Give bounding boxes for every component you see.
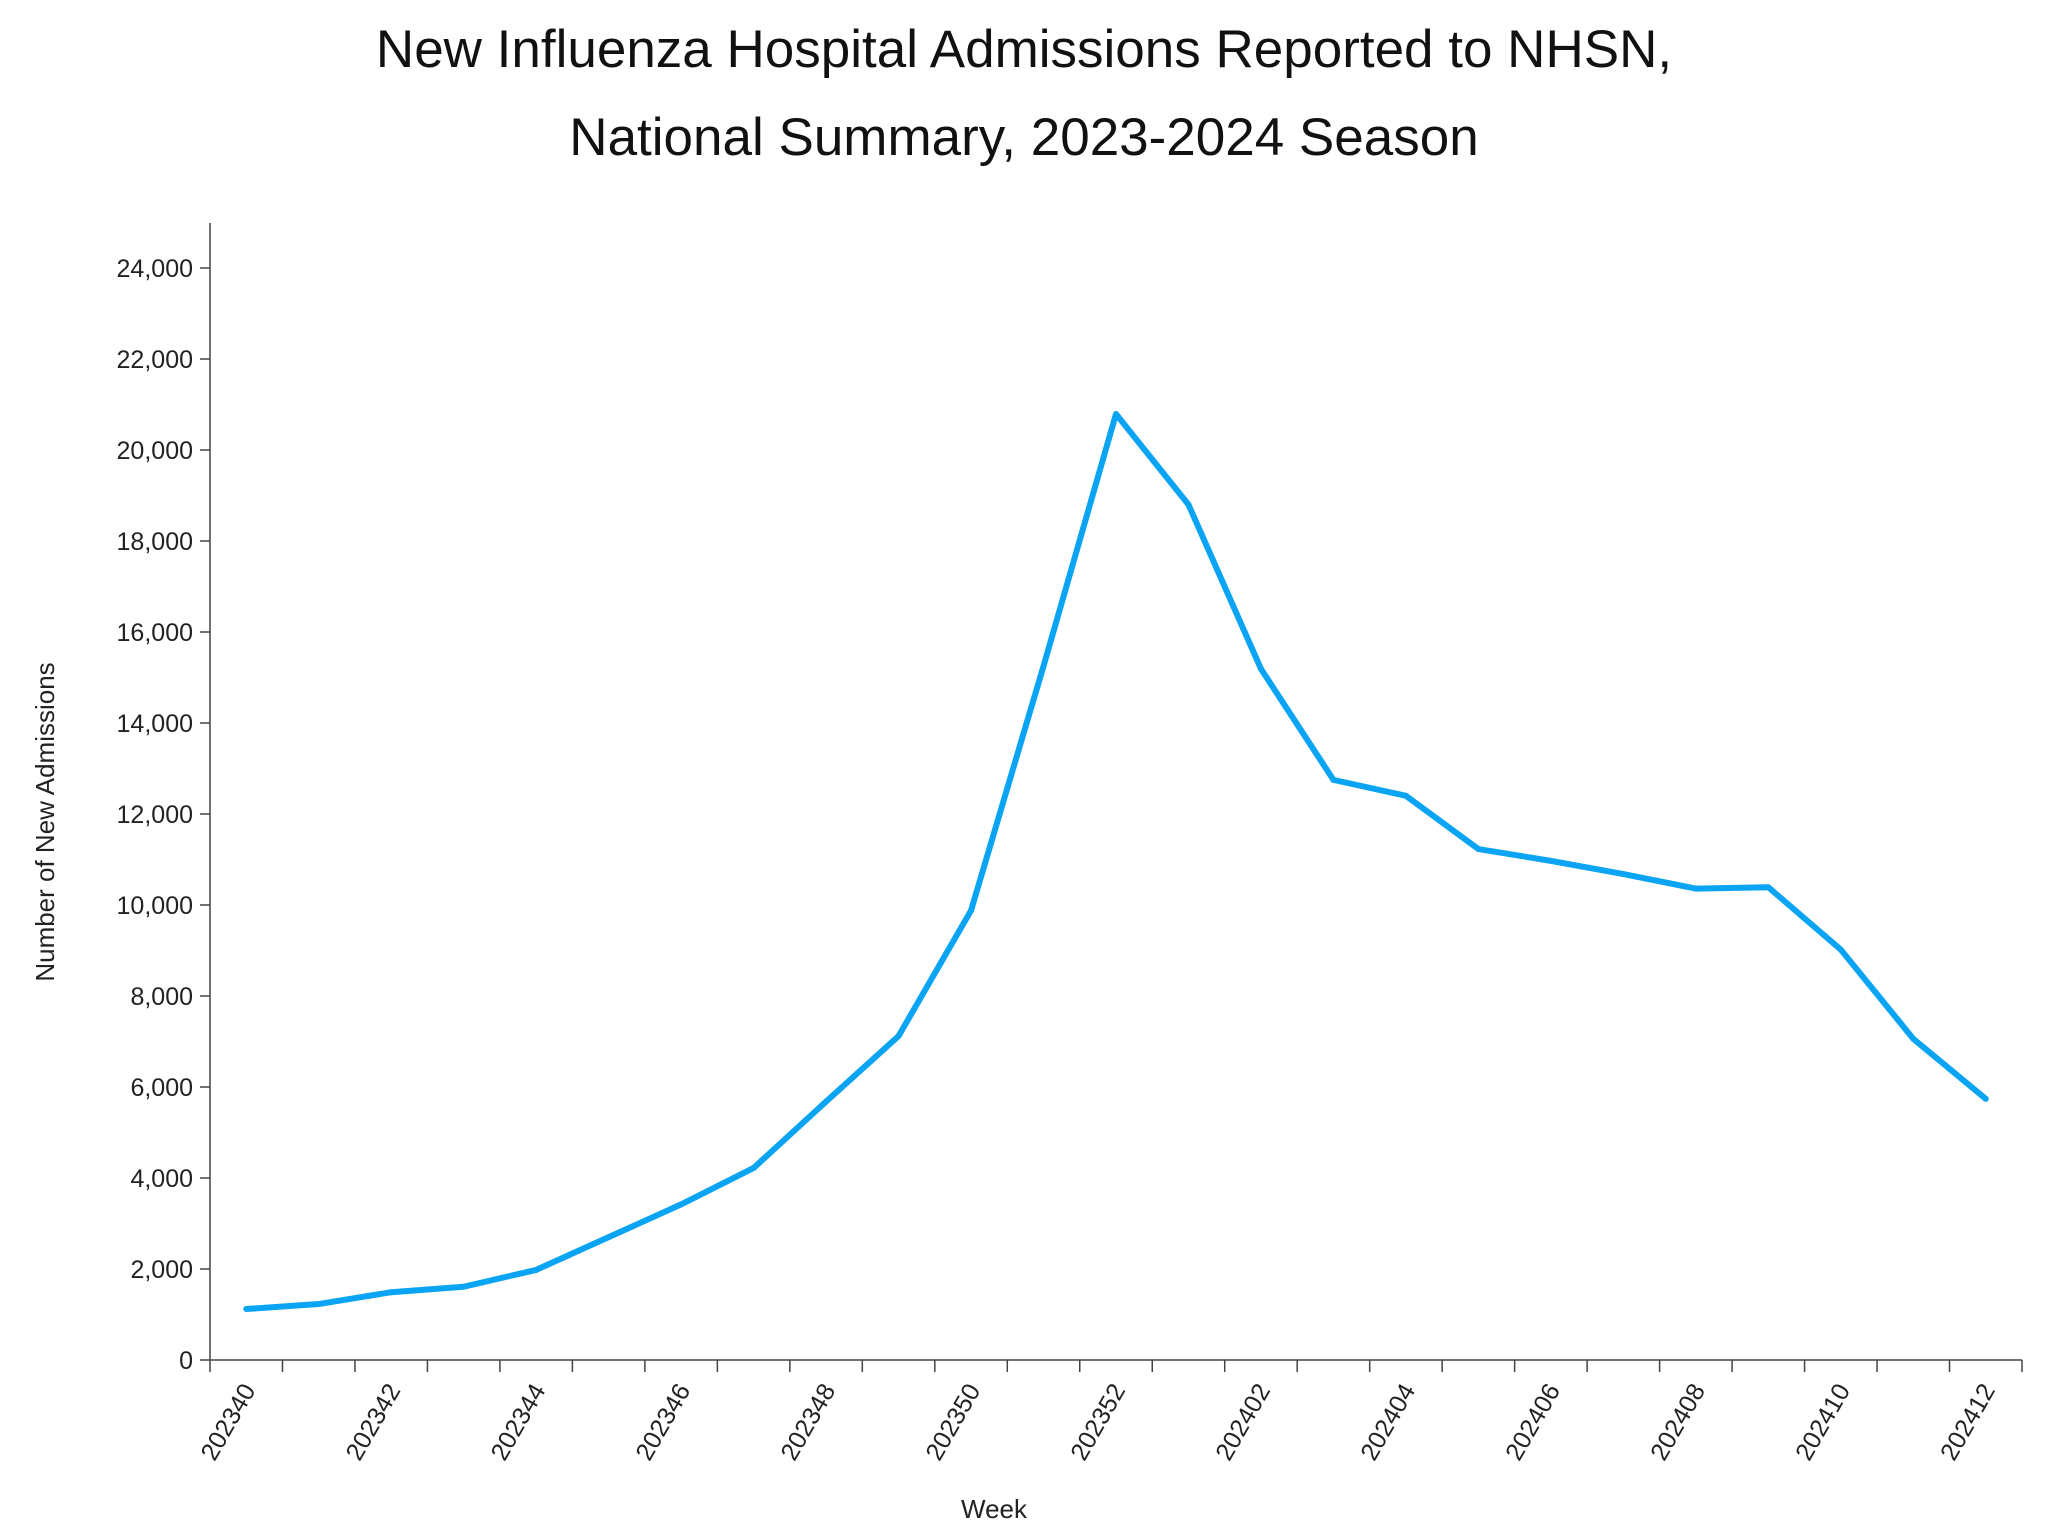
data-point (968, 907, 975, 914)
x-tick-label: 202340 (195, 1379, 261, 1465)
y-tick-label: 4,000 (130, 1165, 193, 1193)
x-tick: 202346 (630, 1379, 696, 1465)
series-line (246, 411, 1988, 1313)
data-point (605, 1234, 612, 1241)
y-axis-title: Number of New Admissions (30, 662, 60, 981)
y-tick-label: 10,000 (117, 892, 193, 920)
x-tick-label: 202346 (630, 1379, 696, 1465)
data-point (243, 1306, 250, 1313)
x-tick: 202412 (1935, 1379, 2001, 1465)
data-point (1837, 946, 1844, 953)
x-tick: 202408 (1645, 1379, 1711, 1465)
y-tick: 12,000 (117, 801, 210, 829)
y-tick: 2,000 (130, 1256, 210, 1284)
x-tick-label: 202410 (1790, 1379, 1856, 1465)
y-tick: 22,000 (117, 346, 210, 374)
y-tick-label: 22,000 (117, 346, 193, 374)
y-tick: 10,000 (117, 892, 210, 920)
x-tick: 202406 (1500, 1379, 1566, 1465)
x-tick-label: 202412 (1935, 1379, 2001, 1465)
x-tick-label: 202348 (775, 1379, 841, 1465)
data-point (1040, 663, 1047, 670)
y-tick: 14,000 (117, 710, 210, 738)
data-point (1910, 1035, 1917, 1042)
x-tick-label: 202344 (485, 1379, 551, 1465)
x-axis: 202340 202342 202344 202346 202348 202350 2023… (195, 1359, 2023, 1465)
y-tick-label: 8,000 (130, 983, 193, 1011)
x-tick: 202352 (1065, 1379, 1131, 1465)
y-tick: 4,000 (130, 1165, 210, 1193)
x-tick: 202342 (340, 1379, 406, 1465)
y-tick-label: 16,000 (117, 619, 193, 647)
y-tick-label: 24,000 (117, 255, 193, 283)
data-point (1765, 884, 1772, 891)
y-tick: 8,000 (130, 983, 210, 1011)
data-point (315, 1301, 322, 1308)
data-point (1475, 846, 1482, 853)
x-tick-label: 202406 (1500, 1379, 1566, 1465)
y-tick: 6,000 (130, 1074, 210, 1102)
x-tick-label: 202404 (1355, 1379, 1421, 1465)
data-point (678, 1201, 685, 1208)
y-tick-label: 2,000 (130, 1256, 193, 1284)
y-tick-label: 20,000 (117, 437, 193, 465)
data-point (533, 1266, 540, 1273)
x-tick: 202410 (1790, 1379, 1856, 1465)
x-tick: 202340 (195, 1379, 261, 1465)
y-tick: 16,000 (117, 619, 210, 647)
data-point (1330, 776, 1337, 783)
x-tick-label: 202352 (1065, 1379, 1131, 1465)
data-point (388, 1289, 395, 1296)
y-axis: 0 2,000 4,000 6,000 8,000 10,000 12,000 14,000 1… (117, 223, 211, 1375)
x-tick-label: 202408 (1645, 1379, 1711, 1465)
data-point (1692, 885, 1699, 892)
data-point (1982, 1095, 1989, 1102)
y-tick-label: 18,000 (117, 528, 193, 556)
y-tick: 24,000 (117, 255, 210, 283)
chart-title: New Influenza Hospital Admissions Report… (375, 20, 1673, 79)
y-tick: 20,000 (117, 437, 210, 465)
x-tick: 202402 (1210, 1379, 1276, 1465)
y-tick-label: 0 (179, 1347, 193, 1375)
x-tick-label: 202350 (920, 1379, 986, 1465)
y-tick: 18,000 (117, 528, 210, 556)
chart-subtitle: National Summary, 2023-2024 Season (569, 108, 1479, 167)
data-point (460, 1283, 467, 1290)
data-point (1402, 792, 1409, 799)
data-point (1185, 501, 1192, 508)
data-point (895, 1033, 902, 1040)
x-tick: 202404 (1355, 1379, 1421, 1465)
data-point (1257, 665, 1264, 672)
y-tick-label: 14,000 (117, 710, 193, 738)
y-tick: 0 (179, 1347, 210, 1375)
data-point (1620, 871, 1627, 878)
data-point (750, 1164, 757, 1171)
x-tick: 202350 (920, 1379, 986, 1465)
x-tick: 202344 (485, 1379, 551, 1465)
y-tick-label: 6,000 (130, 1074, 193, 1102)
data-point (1113, 411, 1119, 418)
data-point (823, 1098, 830, 1105)
x-axis-title: Week (961, 1494, 1028, 1524)
y-tick-label: 12,000 (117, 801, 193, 829)
data-point (1547, 857, 1554, 864)
x-tick-label: 202402 (1210, 1379, 1276, 1465)
x-tick: 202348 (775, 1379, 841, 1465)
x-tick-label: 202342 (340, 1379, 406, 1465)
